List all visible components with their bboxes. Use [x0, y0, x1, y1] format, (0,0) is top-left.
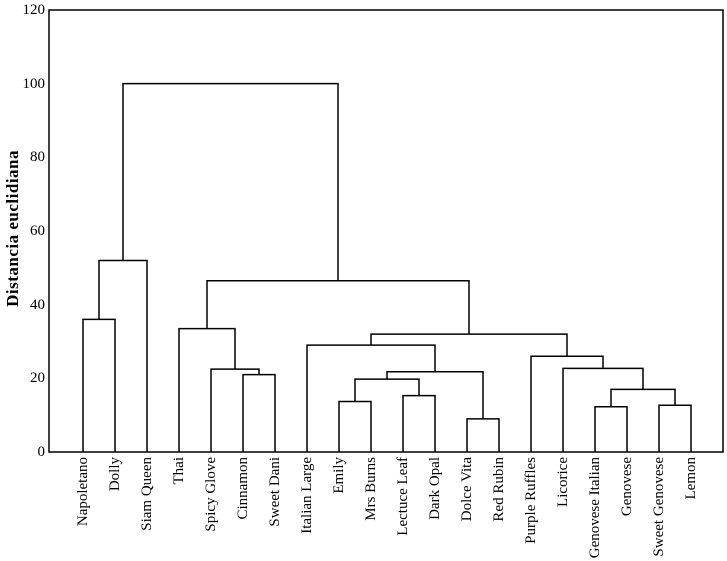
- y-tick-label: 20: [30, 370, 45, 387]
- leaf-label: Lemon: [683, 457, 699, 500]
- leaf-label: Dolly: [107, 457, 123, 492]
- cluster-link: [658, 404, 692, 452]
- cluster-link: [354, 378, 420, 402]
- cluster-link: [466, 418, 500, 452]
- plot-frame: [48, 9, 724, 453]
- y-tick-label: 0: [37, 444, 46, 460]
- leaf-label: Red Rubin: [491, 457, 507, 522]
- leaf-label: Dolce Vita: [459, 457, 475, 522]
- leaf-label: Siam Queen: [139, 457, 155, 531]
- leaf-label: Napoletano: [75, 457, 91, 527]
- leaf-label: Licorice: [555, 457, 571, 507]
- cluster-link: [562, 367, 644, 452]
- leaf-label: Genovese: [619, 457, 635, 517]
- leaf-label: Mrs Burns: [363, 457, 379, 521]
- leaf-label: Sweet Dani: [267, 457, 283, 527]
- leaf-label: Cinnamon: [235, 457, 251, 520]
- cluster-link: [82, 318, 116, 452]
- y-tick-label: 120: [22, 2, 46, 18]
- cluster-link: [594, 405, 628, 452]
- leaf-label: Spicy Glove: [203, 457, 219, 532]
- cluster-link: [610, 388, 676, 407]
- cluster-link: [122, 82, 339, 281]
- cluster-link: [178, 327, 236, 452]
- cluster-link: [402, 394, 436, 452]
- cluster-link: [98, 259, 148, 452]
- cluster-link: [530, 355, 604, 452]
- leaf-label: Sweet Genovese: [651, 457, 667, 557]
- leaf-label: Emily: [331, 457, 347, 494]
- y-tick-label: 60: [30, 223, 45, 239]
- leaf-label: Genovese Italian: [587, 457, 603, 559]
- cluster-link: [338, 400, 372, 452]
- cluster-link: [206, 279, 470, 335]
- leaf-label: Purple Ruffles: [523, 457, 539, 544]
- linkage-lines: [82, 82, 692, 452]
- cluster-link: [242, 373, 276, 452]
- y-tick-label: 40: [30, 296, 45, 313]
- y-tick-label: 80: [30, 149, 45, 166]
- leaf-label: Dark Opal: [427, 457, 443, 520]
- leaf-label: Lectuce Leaf: [395, 457, 411, 536]
- cluster-link: [210, 368, 260, 452]
- y-tick-label: 100: [22, 75, 46, 92]
- leaf-label: Thai: [171, 457, 187, 485]
- leaf-label: Italian Large: [299, 457, 315, 534]
